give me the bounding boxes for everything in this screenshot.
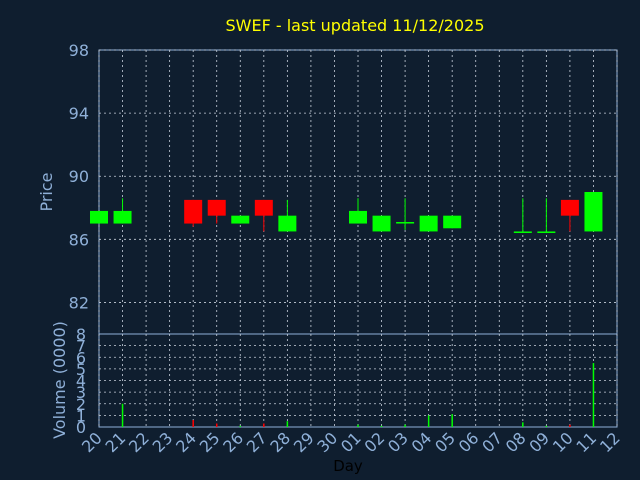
candle-body bbox=[372, 215, 391, 232]
x-axis-label: Day bbox=[333, 457, 363, 475]
price-tick-label: 90 bbox=[69, 167, 89, 186]
candle-body bbox=[537, 231, 556, 234]
price-tick-label: 98 bbox=[69, 41, 89, 60]
volume-tick-label: 4 bbox=[76, 372, 86, 391]
volume-tick-label: 5 bbox=[76, 360, 86, 379]
volume-tick-label: 2 bbox=[76, 395, 86, 414]
candle-body bbox=[443, 215, 462, 229]
volume-bar bbox=[357, 424, 359, 427]
volume-bar bbox=[545, 425, 548, 427]
volume-bar bbox=[569, 424, 571, 427]
volume-bar bbox=[427, 415, 430, 427]
volume-tick-label: 3 bbox=[76, 383, 86, 402]
volume-bar bbox=[404, 424, 406, 427]
candle-body bbox=[254, 199, 273, 216]
candle-body bbox=[278, 215, 297, 232]
price-tick-label: 82 bbox=[69, 293, 89, 312]
volume-bar bbox=[380, 425, 383, 427]
price-tick-label: 94 bbox=[69, 104, 89, 123]
price-axis-label: Price bbox=[37, 172, 56, 211]
volume-bar bbox=[286, 421, 289, 427]
volume-tick-label: 0 bbox=[76, 418, 86, 437]
volume-bar bbox=[522, 422, 524, 427]
volume-bar bbox=[263, 423, 265, 427]
volume-tick-label: 1 bbox=[76, 406, 86, 425]
x-tick-labels: 2021222324252627282930010203040506070809… bbox=[78, 428, 624, 456]
candle-body bbox=[231, 215, 250, 224]
volume-axis-label: Volume (0000) bbox=[50, 321, 69, 439]
candle-body bbox=[584, 192, 603, 232]
x-tick-label: 12 bbox=[596, 428, 624, 456]
candle-body bbox=[184, 199, 203, 224]
volume-bar bbox=[451, 414, 453, 427]
candle-body bbox=[396, 221, 415, 224]
chart-title: SWEF - last updated 11/12/2025 bbox=[225, 16, 484, 35]
candle-body bbox=[419, 215, 438, 232]
volume-bar bbox=[192, 420, 194, 427]
volume-tick-label: 8 bbox=[76, 325, 86, 344]
price-tick-label: 86 bbox=[69, 230, 89, 249]
volume-bar bbox=[121, 403, 124, 427]
volume-bar bbox=[239, 425, 242, 427]
volume-bar bbox=[592, 363, 595, 427]
volume-tick-label: 6 bbox=[76, 348, 86, 367]
candle-body bbox=[560, 199, 579, 216]
candle-body bbox=[113, 210, 132, 224]
candle-body bbox=[207, 199, 226, 216]
candle-body bbox=[349, 210, 367, 224]
candle-body bbox=[513, 231, 532, 234]
price-panel: 98 94 90 86 82 bbox=[69, 41, 618, 335]
volume-bar bbox=[215, 423, 218, 427]
candle-body bbox=[90, 210, 108, 224]
volume-tick-label: 7 bbox=[76, 337, 86, 356]
